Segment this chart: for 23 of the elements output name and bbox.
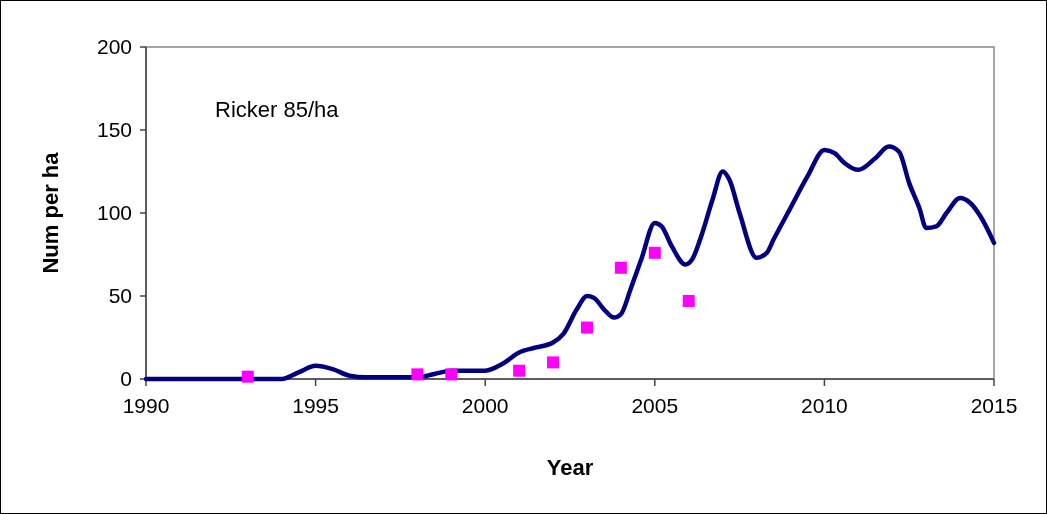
y-tick-label: 150: [96, 118, 132, 142]
point: [241, 370, 254, 383]
x-tick-label: 2005: [631, 394, 679, 417]
y-tick-label: 200: [96, 35, 132, 59]
point: [648, 246, 661, 259]
point: [682, 294, 695, 307]
x-tick-label: 2000: [461, 394, 509, 417]
y-tick-label: 50: [108, 284, 132, 308]
point: [580, 321, 593, 334]
point: [547, 356, 560, 369]
point: [445, 368, 458, 381]
point: [513, 364, 526, 377]
point: [614, 261, 627, 274]
x-tick-label: 1995: [292, 394, 339, 417]
x-tick-label: 2010: [801, 394, 848, 417]
x-tick-label: 2015: [970, 394, 1018, 417]
y-tick-label: 0: [120, 367, 132, 391]
x-tick-label: 1990: [122, 394, 170, 417]
point: [411, 368, 424, 381]
x-axis-title: Year: [546, 455, 594, 480]
y-tick-label: 100: [96, 201, 132, 225]
annotation: Ricker 85/ha: [215, 97, 340, 122]
y-axis-title: Num per ha: [38, 151, 63, 274]
